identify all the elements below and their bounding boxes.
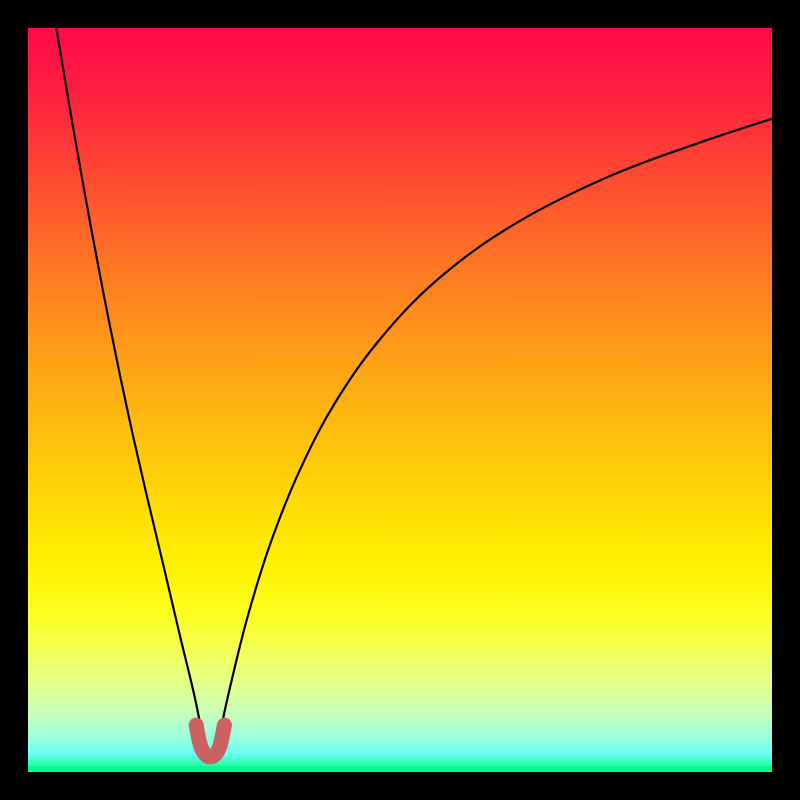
curve-layer <box>28 28 772 772</box>
v-curve-left <box>56 28 200 726</box>
valley-marker <box>196 725 224 757</box>
v-curve-right <box>221 119 772 726</box>
chart-stage: TheBottleneck.com <box>0 0 800 800</box>
plot-area <box>28 28 772 772</box>
plot-frame <box>0 0 800 800</box>
